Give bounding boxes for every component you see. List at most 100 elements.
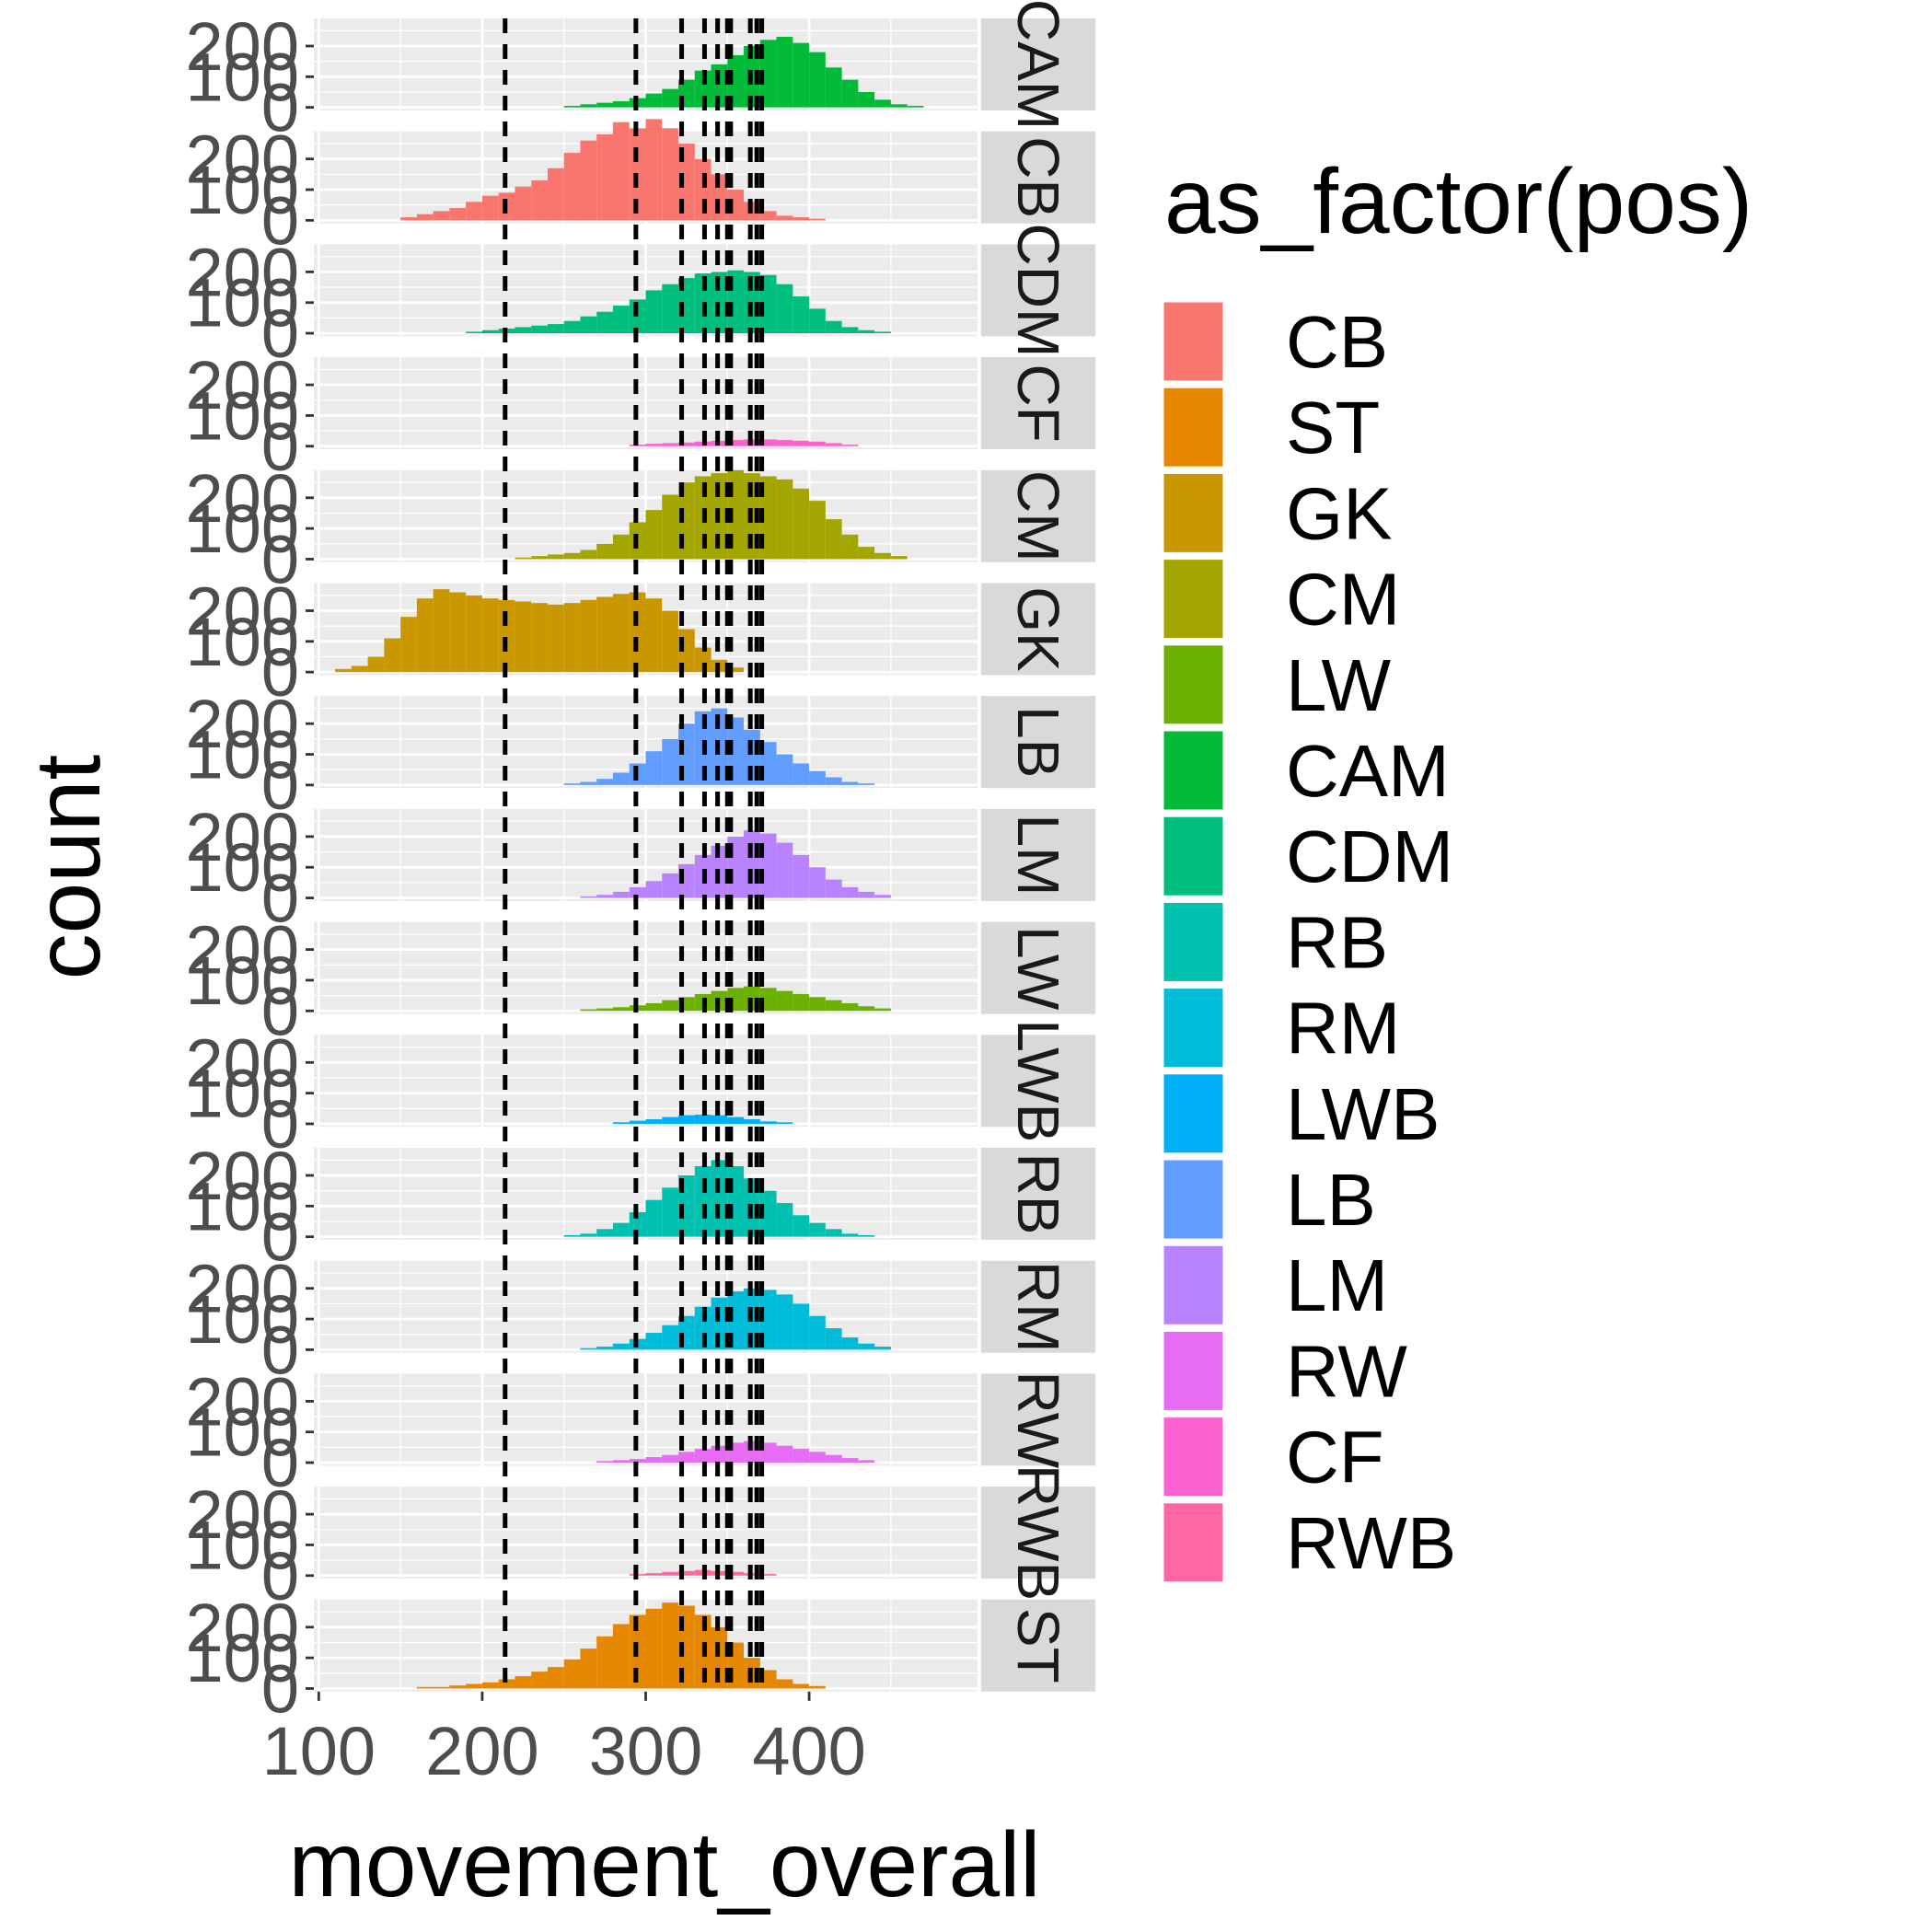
legend-item-st: ST — [1161, 385, 1380, 469]
histogram-bar — [563, 106, 581, 108]
facet-strip — [981, 1373, 1095, 1466]
y-tick-label: 100 — [186, 1620, 299, 1696]
histogram-bar — [759, 1442, 777, 1463]
y-tick-label: 100 — [186, 39, 299, 115]
histogram-bar — [858, 783, 875, 785]
histogram-bar — [759, 1574, 777, 1576]
facet-strip-label: LM — [1005, 814, 1071, 896]
legend-key — [1161, 642, 1226, 727]
histogram-bar — [744, 830, 760, 898]
y-tick-label: 200 — [186, 799, 299, 875]
facet-strip-label: ST — [1005, 1608, 1071, 1683]
x-tick-label: 100 — [262, 1713, 376, 1789]
y-tick-label: 0 — [261, 1650, 299, 1727]
legend-key — [1161, 385, 1226, 469]
histogram-bar — [694, 1306, 711, 1350]
histogram-bar — [727, 1571, 745, 1576]
histogram-bar — [580, 1233, 597, 1237]
histogram-bar — [809, 1452, 826, 1463]
histogram-bar — [481, 195, 499, 221]
histogram-bar — [858, 1235, 875, 1237]
histogram-bar — [515, 557, 532, 560]
histogram-bar — [580, 896, 597, 898]
histogram-bar — [662, 873, 679, 898]
histogram-bar — [612, 101, 630, 108]
facet-strip-label: RM — [1005, 1261, 1071, 1353]
legend-title: as_factor(pos) — [1164, 150, 1753, 253]
facet-strip — [981, 18, 1095, 110]
histogram-bar — [433, 1686, 450, 1689]
legend-item-cdm: CDM — [1161, 814, 1453, 898]
histogram-bar — [711, 1626, 728, 1689]
y-tick-label: 0 — [261, 1086, 299, 1163]
histogram-bar — [400, 617, 417, 673]
legend-key — [1161, 1500, 1226, 1585]
histogram-bar — [596, 543, 613, 560]
histogram-bar — [612, 1624, 630, 1689]
y-tick-label: 0 — [261, 182, 299, 259]
histogram-bar — [596, 1347, 613, 1350]
histogram-bar — [563, 320, 581, 334]
histogram-bar — [515, 186, 532, 221]
histogram-bar — [792, 854, 810, 898]
histogram-bar — [792, 993, 810, 1012]
histogram-bar — [645, 119, 663, 221]
histogram-bar — [580, 1649, 597, 1689]
histogram-bar — [825, 777, 842, 785]
histogram-bar — [874, 895, 891, 898]
legend-item-lb: LB — [1161, 1157, 1376, 1242]
y-tick-label: 200 — [186, 1363, 299, 1440]
histogram-bar — [629, 1212, 646, 1237]
histogram-bar — [466, 595, 482, 673]
histogram-bar — [874, 99, 891, 108]
histogram-bar — [694, 1449, 711, 1463]
y-tick-label: 0 — [261, 295, 299, 372]
y-tick-label: 200 — [186, 347, 299, 423]
histogram-bar — [596, 102, 613, 108]
histogram-bar — [841, 1458, 859, 1463]
histogram-bar — [547, 554, 564, 560]
legend-key — [1161, 1415, 1226, 1499]
histogram-bar — [841, 781, 859, 785]
histogram-bar — [694, 1166, 711, 1237]
histogram-bar — [433, 211, 450, 221]
histogram-bar — [580, 316, 597, 334]
histogram-bar — [596, 1636, 613, 1689]
facet-strip-label: CB — [1005, 136, 1071, 218]
histogram-bar — [776, 1122, 793, 1124]
y-tick-label: 100 — [186, 491, 299, 567]
histogram-bar — [792, 1215, 810, 1237]
histogram-bar — [531, 556, 548, 560]
legend-item-cam: CAM — [1161, 728, 1450, 813]
y-tick-label: 0 — [261, 70, 299, 146]
histogram-bar — [841, 1002, 859, 1012]
histogram-bar — [759, 476, 777, 560]
legend-label: CDM — [1286, 816, 1453, 897]
histogram-bar — [678, 1570, 695, 1576]
facet-strip-label: LB — [1005, 706, 1071, 778]
histogram-bar — [776, 1445, 793, 1463]
histogram-bar — [662, 1325, 679, 1350]
facet-strip-label: RWB — [1005, 1464, 1071, 1601]
facet-strip — [981, 1148, 1095, 1240]
histogram-bar — [776, 37, 793, 108]
histogram-bar — [711, 64, 728, 108]
legend-label: RB — [1286, 901, 1388, 983]
histogram-bar — [645, 444, 663, 446]
histogram-bar — [645, 1333, 663, 1350]
histogram-bar — [449, 1685, 467, 1689]
histogram-bar — [858, 330, 875, 334]
histogram-bar — [825, 879, 842, 898]
y-tick-label: 0 — [261, 634, 299, 711]
histogram-bar — [776, 842, 793, 898]
histogram-bar — [809, 501, 826, 560]
histogram-bar — [809, 867, 826, 898]
histogram-bar — [662, 1454, 679, 1463]
histogram-bar — [612, 306, 630, 334]
facet-strip-label: CAM — [1005, 0, 1071, 130]
histogram-bar — [711, 1160, 728, 1237]
